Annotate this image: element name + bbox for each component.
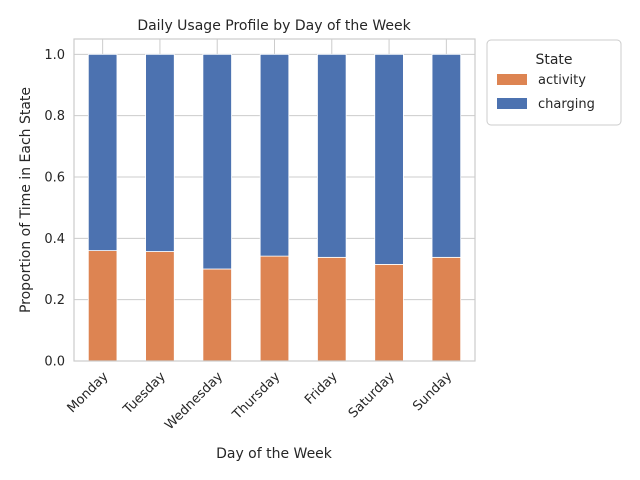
y-axis-label: Proportion of Time in Each State (18, 87, 34, 313)
x-tick-label: Monday (65, 369, 112, 416)
chart-title: Daily Usage Profile by Day of the Week (137, 18, 411, 34)
legend-swatch-activity (497, 74, 527, 85)
x-tick-label: Thursday (229, 369, 283, 423)
x-tick-label: Saturday (346, 369, 398, 421)
y-tick-labels: 0.0 0.2 0.4 0.6 0.8 1.0 (44, 48, 65, 370)
bar-charging-wednesday (202, 53, 232, 270)
bar-activity-sunday (431, 256, 462, 362)
bar-activity-wednesday (202, 268, 232, 362)
x-tick-label: Tuesday (120, 369, 169, 418)
bar-charging-thursday (259, 53, 290, 257)
bar-charging-sunday (431, 53, 462, 258)
legend: State activity charging (486, 39, 622, 126)
bar-charging-saturday (374, 53, 404, 265)
bar-charging-tuesday (145, 53, 175, 252)
y-tick-label: 0.6 (44, 171, 65, 186)
bar-activity-tuesday (145, 251, 175, 362)
y-tick-label: 1.0 (44, 48, 65, 63)
bars (87, 53, 462, 362)
plot-frame (73, 38, 476, 362)
x-tick-label: Sunday (410, 369, 455, 414)
x-tick-label: Wednesday (162, 369, 226, 433)
legend-swatch-charging (497, 98, 527, 109)
bar-charging-monday (87, 53, 118, 251)
y-tick-label: 0.8 (44, 109, 65, 124)
bar-activity-monday (87, 250, 118, 362)
bar-activity-thursday (259, 255, 290, 362)
bar-activity-saturday (374, 263, 404, 362)
y-tick-label: 0.0 (44, 355, 65, 370)
legend-label-activity: activity (538, 73, 586, 88)
x-tick-label: Friday (302, 369, 341, 408)
bar-activity-friday (317, 256, 347, 362)
bar-charging-friday (317, 53, 347, 258)
y-tick-label: 0.2 (44, 293, 65, 308)
y-tick-label: 0.4 (44, 232, 65, 247)
x-axis-label: Day of the Week (216, 446, 333, 462)
legend-label-charging: charging (538, 97, 595, 112)
legend-title: State (535, 52, 572, 68)
